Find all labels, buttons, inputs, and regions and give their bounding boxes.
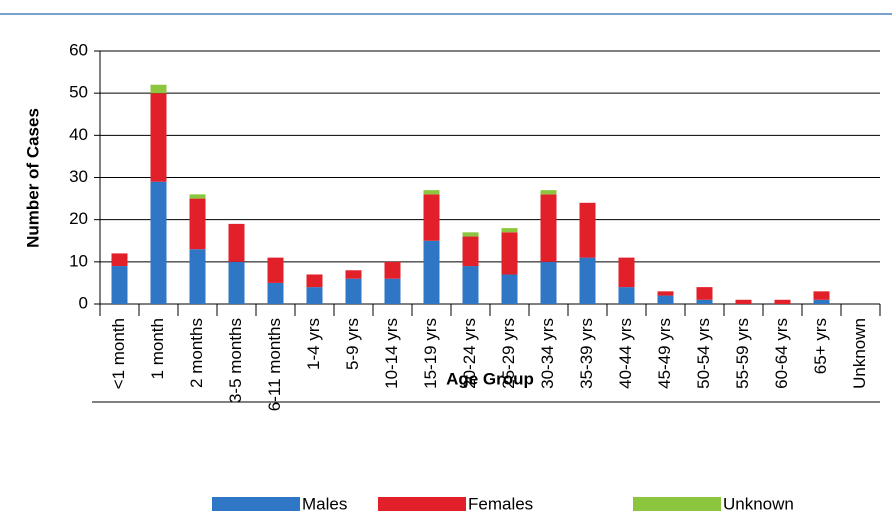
bar-segment <box>618 257 635 288</box>
x-tick-label: 45-49 yrs <box>655 318 674 389</box>
x-tick-label: 6-11 months <box>265 318 284 411</box>
bar-segment <box>345 278 362 304</box>
bar-segment <box>384 261 401 279</box>
x-tick-label: 3-5 months <box>226 318 245 403</box>
x-tick-label: 30-34 yrs <box>538 318 557 389</box>
bar-segment <box>228 261 245 304</box>
bar-segment <box>540 190 557 195</box>
legend-label: Males <box>302 494 347 513</box>
bar-segment <box>189 249 206 304</box>
bar-segment <box>618 287 635 304</box>
y-tick-label: 40 <box>69 125 88 144</box>
bar-segment <box>423 190 440 195</box>
x-tick-label: 55-59 yrs <box>733 318 752 389</box>
bar-segment <box>501 232 518 275</box>
legend-swatch <box>378 497 466 511</box>
bar-segment <box>462 232 479 237</box>
legend-label: Unknown <box>723 494 794 513</box>
x-tick-label: Unknown <box>850 318 869 389</box>
bar-segment <box>579 202 596 258</box>
bar-segment <box>657 291 674 296</box>
y-tick-label: 0 <box>79 293 88 312</box>
bar-segment <box>813 291 830 300</box>
x-tick-label: 15-19 yrs <box>421 318 440 389</box>
bar-segment <box>579 257 596 304</box>
bar-segment <box>306 287 323 304</box>
bar-segment <box>345 270 362 279</box>
x-tick-label: 1 month <box>148 318 167 379</box>
bar-segment <box>423 240 440 304</box>
x-axis-title: Age Group <box>446 369 534 388</box>
bar-segment <box>111 266 128 304</box>
bar-segment <box>657 295 674 304</box>
x-tick-label: 2 months <box>187 318 206 388</box>
y-tick-label: 60 <box>69 40 88 59</box>
x-tick-label: 20-24 yrs <box>460 318 479 389</box>
legend-swatch <box>633 497 721 511</box>
x-tick-label: 1-4 yrs <box>304 318 323 370</box>
bar-segment <box>111 253 128 267</box>
bar-segment <box>267 282 284 304</box>
bar-segment <box>462 266 479 304</box>
bar-segment <box>306 274 323 288</box>
y-tick-label: 10 <box>69 251 88 270</box>
bar-segment <box>501 274 518 304</box>
x-tick-label: 25-29 yrs <box>499 318 518 389</box>
x-tick-label: 35-39 yrs <box>577 318 596 389</box>
x-tick-label: 40-44 yrs <box>616 318 635 389</box>
bar-segment <box>423 194 440 241</box>
bar-segment <box>267 257 284 283</box>
y-tick-label: 50 <box>69 83 88 102</box>
bar-segment <box>462 236 479 267</box>
y-tick-label: 30 <box>69 167 88 186</box>
bar-segment <box>150 93 167 182</box>
bar-segment <box>813 299 830 304</box>
x-tick-label: <1 month <box>109 318 128 389</box>
bar-segment <box>774 299 791 304</box>
x-tick-label: 60-64 yrs <box>772 318 791 389</box>
bar-segment <box>384 278 401 304</box>
bar-segment <box>228 223 245 262</box>
x-tick-label: 65+ yrs <box>811 318 830 374</box>
bar-segment <box>189 198 206 250</box>
legend-label: Females <box>468 494 533 513</box>
y-tick-label: 20 <box>69 209 88 228</box>
x-tick-label: 50-54 yrs <box>694 318 713 389</box>
bar-segment <box>540 194 557 262</box>
bar-segment <box>501 228 518 233</box>
legend-swatch <box>212 497 300 511</box>
bar-segment <box>189 194 206 199</box>
bar-segment <box>150 84 167 94</box>
bar-segment <box>540 261 557 304</box>
bar-segment <box>150 181 167 304</box>
bar-segment <box>696 287 713 300</box>
bar-segment <box>735 299 752 304</box>
bar-segment <box>696 299 713 304</box>
y-axis-title: Number of Cases <box>23 108 42 248</box>
x-tick-label: 5-9 yrs <box>343 318 362 370</box>
x-tick-label: 10-14 yrs <box>382 318 401 389</box>
